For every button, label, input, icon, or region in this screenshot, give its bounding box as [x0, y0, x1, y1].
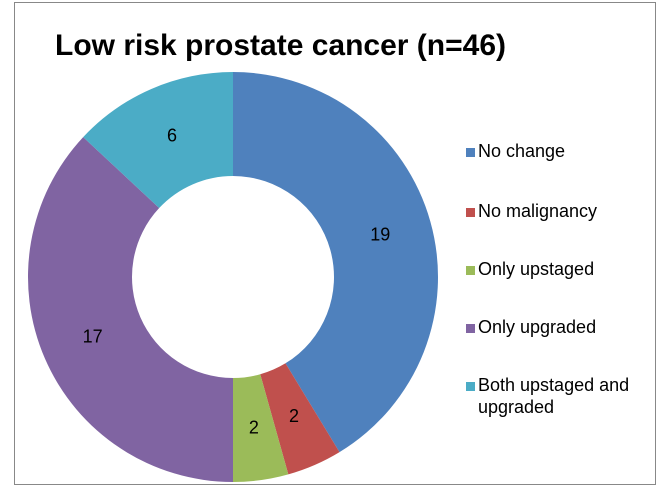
- data-label: 17: [83, 327, 103, 347]
- frame: [14, 2, 656, 485]
- legend-swatch: [466, 324, 475, 333]
- donut-segment: [83, 72, 234, 209]
- donut-segment: [233, 374, 289, 482]
- legend-item: No change: [466, 140, 656, 162]
- legend-swatch: [466, 148, 475, 157]
- legend-swatch: [466, 266, 475, 275]
- legend-item: Both upstaged and upgraded: [466, 374, 656, 418]
- data-label: 6: [167, 125, 177, 145]
- legend-item: No malignancy: [466, 200, 656, 222]
- legend-label: Only upstaged: [478, 259, 595, 279]
- donut-segment: [260, 363, 340, 475]
- legend-swatch: [466, 382, 475, 391]
- data-label: 2: [289, 406, 299, 426]
- legend-label: No malignancy: [478, 201, 598, 221]
- donut-segment: [233, 72, 438, 453]
- legend-label: Only upgraded: [478, 317, 597, 337]
- legend-label: Both upstaged and upgraded: [478, 375, 630, 417]
- legend-item: Only upstaged: [466, 258, 656, 280]
- data-label: 2: [249, 417, 259, 437]
- legend-item: Only upgraded: [466, 316, 656, 338]
- legend-swatch: [466, 208, 475, 217]
- chart-title: Low risk prostate cancer (n=46): [55, 29, 506, 62]
- donut-segment: [28, 137, 234, 482]
- legend-label: No change: [478, 141, 566, 161]
- data-label: 19: [370, 224, 390, 244]
